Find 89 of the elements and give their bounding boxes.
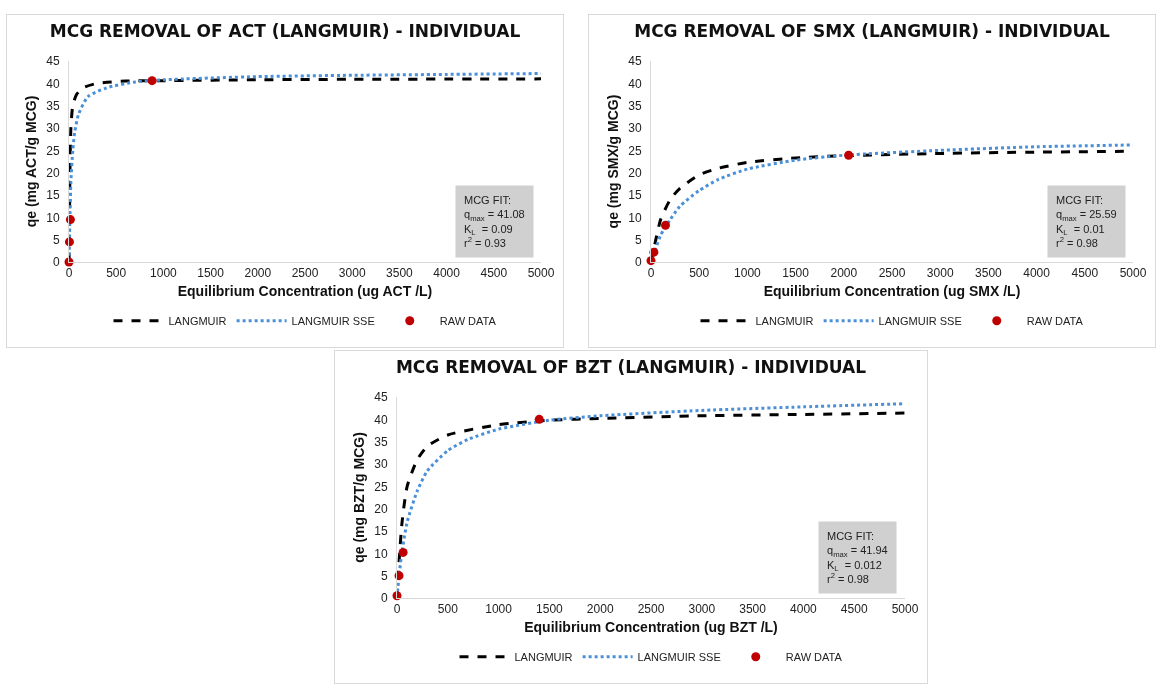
x-axis-title: Equilibrium Concentration (ug BZT /L)	[524, 618, 778, 635]
y-tick-label: 30	[46, 121, 60, 136]
x-tick-label: 4500	[1071, 266, 1099, 281]
x-tick-label: 3000	[926, 266, 954, 281]
y-tick-label: 0	[634, 255, 642, 270]
x-tick-label: 1500	[536, 602, 564, 617]
y-tick-label: 5	[634, 232, 642, 247]
x-tick-label: 3500	[386, 266, 414, 281]
y-tick-label: 45	[374, 390, 388, 405]
x-tick-label: 2000	[830, 266, 858, 281]
legend-label: LANGMUIR SSE	[878, 315, 962, 328]
x-tick-label: 0	[393, 602, 401, 617]
x-tick-label: 3000	[688, 602, 716, 617]
y-tick-label: 0	[52, 255, 60, 270]
y-tick-label: 45	[46, 54, 60, 69]
point	[844, 150, 854, 160]
y-axis-title: qe (mg BZT/g MCG)	[350, 432, 367, 563]
text: MCG FIT: q$_{max}$ = 25.59 K$_{L}$ = 0.01 r$^{2}$ = 0.98	[1056, 194, 1117, 249]
legend-label: RAW DATA	[439, 315, 497, 328]
x-tick-label: 1500	[197, 266, 225, 281]
x-tick-label: 3500	[739, 602, 767, 617]
y-tick-label: 15	[46, 188, 60, 203]
y-tick-label: 20	[628, 165, 642, 180]
text: MCG FIT: q$_{max}$ = 41.94 K$_{L}$ = 0.012 r$^{2}$ = 0.98	[827, 530, 888, 585]
y-tick-label: 35	[628, 98, 642, 113]
x-tick-label: 500	[437, 602, 459, 617]
y-tick-label: 45	[628, 54, 642, 69]
legend-label: LANGMUIR	[168, 315, 227, 328]
x-tick-label: 1500	[782, 266, 810, 281]
point	[660, 220, 670, 230]
y-tick-label: 40	[374, 412, 388, 427]
y-tick-label: 25	[374, 479, 388, 494]
x-tick-label: 4000	[433, 266, 461, 281]
y-tick-label: 25	[628, 143, 642, 158]
legend-label: RAW DATA	[785, 651, 843, 664]
y-tick-label: 5	[380, 568, 388, 583]
x-tick-label: 1000	[150, 266, 178, 281]
x-tick-label: 2000	[586, 602, 614, 617]
legend-label: LANGMUIR SSE	[637, 651, 721, 664]
x-tick-label: 500	[689, 266, 710, 281]
y-tick-label: 0	[380, 591, 388, 606]
text: MCG FIT: q$_{max}$ = 41.08 K$_{L}$ = 0.09 r$^{2}$ = 0.93	[464, 194, 525, 249]
x-tick-label: 5000	[891, 602, 919, 617]
x-tick-label: 5000	[527, 266, 555, 281]
y-tick-label: 20	[374, 501, 388, 516]
x-tick-label: 2000	[244, 266, 272, 281]
x-tick-label: 4500	[480, 266, 508, 281]
legend-label: RAW DATA	[1026, 315, 1084, 328]
point	[147, 76, 157, 86]
x-tick-label: 3500	[975, 266, 1003, 281]
y-tick-label: 40	[46, 76, 60, 91]
point	[398, 547, 408, 557]
x-tick-label: 2500	[637, 602, 665, 617]
x-tick-label: 4000	[790, 602, 818, 617]
x-tick-label: 2500	[291, 266, 319, 281]
x-tick-label: 0	[65, 266, 73, 281]
y-tick-label: 35	[374, 434, 388, 449]
x-axis-title: Equilibrium Concentration (ug SMX /L)	[763, 282, 1021, 299]
y-tick-label: 20	[46, 165, 60, 180]
legend-label: LANGMUIR SSE	[291, 315, 375, 328]
chart-title: MCG REMOVAL OF SMX (LANGMUIR) - INDIVIDUAL	[634, 20, 1110, 41]
y-tick-label: 10	[628, 210, 642, 225]
legend-label: LANGMUIR	[514, 651, 573, 664]
y-axis-title: qe (mg ACT/g MCG)	[22, 95, 39, 228]
y-tick-label: 30	[374, 457, 388, 472]
chart-title: MCG REMOVAL OF ACT (LANGMUIR) - INDIVIDUAL	[49, 20, 521, 41]
y-tick-label: 40	[628, 76, 642, 91]
x-tick-label: 500	[106, 266, 127, 281]
y-tick-label: 15	[628, 188, 642, 203]
x-tick-label: 4000	[1023, 266, 1051, 281]
x-tick-label: 0	[647, 266, 655, 281]
y-tick-label: 10	[46, 210, 60, 225]
y-tick-label: 10	[374, 546, 388, 561]
y-tick-label: 15	[374, 524, 388, 539]
x-tick-label: 1000	[734, 266, 762, 281]
y-tick-label: 35	[46, 98, 60, 113]
y-axis-title: qe (mg SMX/g MCG)	[604, 94, 621, 229]
legend-label: LANGMUIR	[755, 315, 814, 328]
point	[534, 414, 544, 424]
y-tick-label: 25	[46, 143, 60, 158]
chart-title: MCG REMOVAL OF BZT (LANGMUIR) - INDIVIDUAL	[395, 356, 867, 377]
x-tick-label: 3000	[338, 266, 366, 281]
x-tick-label: 5000	[1119, 266, 1147, 281]
x-tick-label: 4500	[840, 602, 868, 617]
x-tick-label: 2500	[878, 266, 906, 281]
x-axis-title: Equilibrium Concentration (ug ACT /L)	[177, 282, 433, 299]
x-tick-label: 1000	[485, 602, 513, 617]
y-tick-label: 30	[628, 121, 642, 136]
y-tick-label: 5	[52, 232, 60, 247]
